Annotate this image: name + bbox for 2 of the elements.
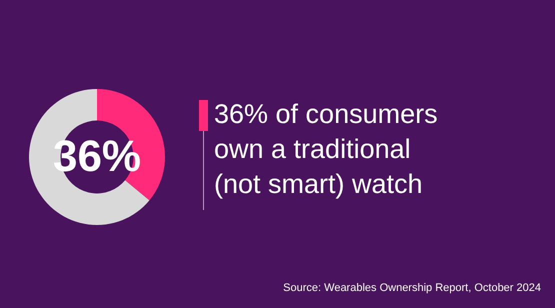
text: 36% of consumers own a traditional (not smart) watch [214,98,439,201]
source-note: Source: Wearables Ownership Report, October 2024 [283,282,541,294]
